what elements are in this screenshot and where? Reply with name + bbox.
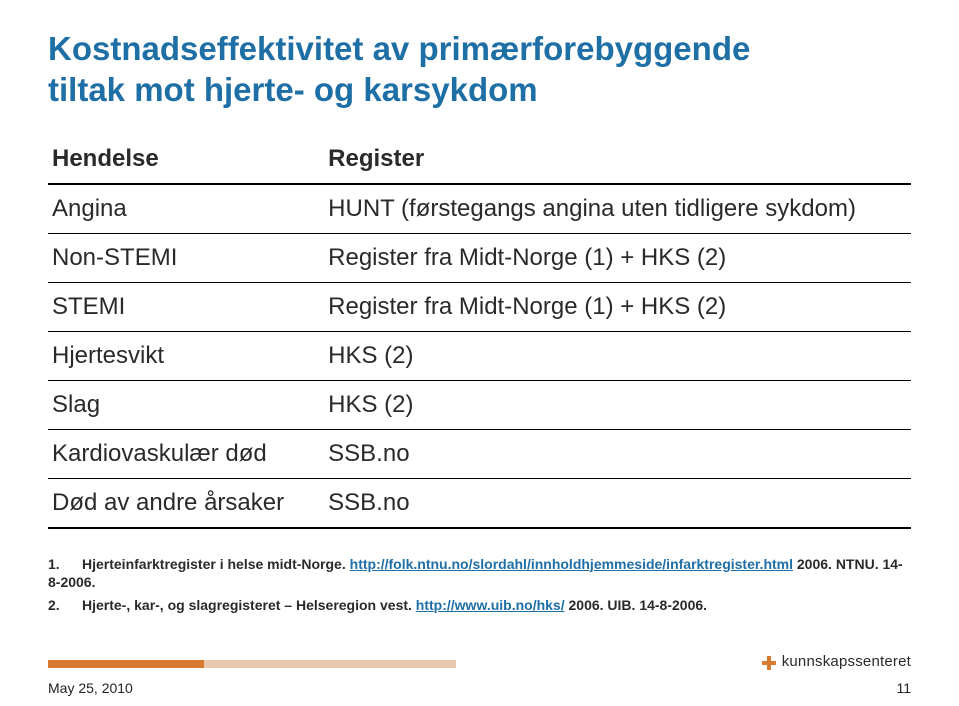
progress-bar: [48, 660, 456, 668]
reference-text-pre: Hjerte-, kar-, og slagregisteret – Helse…: [82, 597, 416, 613]
brand-name: kunnskapssenteret: [782, 653, 911, 670]
slide-title: Kostnadseffektivitet av primærforebyggen…: [48, 28, 911, 111]
reference-item: 1.Hjerteinfarktregister i helse midt-Nor…: [48, 555, 911, 593]
references-list: 1.Hjerteinfarktregister i helse midt-Nor…: [48, 555, 911, 616]
title-line-2: tiltak mot hjerte- og karsykdom: [48, 69, 911, 110]
footer: kunnskapssenteret May 25, 2010 11: [0, 656, 959, 706]
table-cell: Kardiovaskulær død: [48, 429, 324, 478]
reference-text-pre: Hjerteinfarktregister i helse midt-Norge…: [82, 556, 350, 572]
data-table: HendelseRegister AnginaHUNT (førstegangs…: [48, 139, 911, 529]
table-header-cell: Hendelse: [48, 139, 324, 184]
table-cell: Slag: [48, 380, 324, 429]
table-cell: Non-STEMI: [48, 233, 324, 282]
reference-item: 2.Hjerte-, kar-, og slagregisteret – Hel…: [48, 596, 911, 615]
table-cell: STEMI: [48, 282, 324, 331]
reference-link[interactable]: http://www.uib.no/hks/: [416, 597, 565, 613]
table-head: HendelseRegister: [48, 139, 911, 184]
table-cell: Angina: [48, 184, 324, 234]
table-cell: Hjertesvikt: [48, 331, 324, 380]
table-row: HjertesviktHKS (2): [48, 331, 911, 380]
table-row: Non-STEMIRegister fra Midt-Norge (1) + H…: [48, 233, 911, 282]
table-cell: HKS (2): [324, 380, 911, 429]
bar-segment: [453, 660, 456, 668]
page-number: 11: [896, 680, 911, 696]
reference-number: 1.: [48, 555, 82, 574]
table-cell: HKS (2): [324, 331, 911, 380]
reference-number: 2.: [48, 596, 82, 615]
table-cell: Register fra Midt-Norge (1) + HKS (2): [324, 233, 911, 282]
reference-text-post: 2006. UIB. 14-8-2006.: [565, 597, 707, 613]
table-cell: SSB.no: [324, 478, 911, 528]
table-cell: HUNT (førstegangs angina uten tidligere …: [324, 184, 911, 234]
table-row: Død av andre årsakerSSB.no: [48, 478, 911, 528]
table-row: STEMIRegister fra Midt-Norge (1) + HKS (…: [48, 282, 911, 331]
table-row: Kardiovaskulær dødSSB.no: [48, 429, 911, 478]
plus-icon: [762, 656, 776, 670]
table-cell: Død av andre årsaker: [48, 478, 324, 528]
table-row: SlagHKS (2): [48, 380, 911, 429]
reference-link[interactable]: http://folk.ntnu.no/slordahl/innholdhjem…: [350, 556, 793, 572]
table-header-cell: Register: [324, 139, 911, 184]
brand-logo: kunnskapssenteret: [762, 653, 911, 670]
table-cell: Register fra Midt-Norge (1) + HKS (2): [324, 282, 911, 331]
footer-date: May 25, 2010: [48, 680, 133, 696]
title-line-1: Kostnadseffektivitet av primærforebyggen…: [48, 28, 911, 69]
table-cell: SSB.no: [324, 429, 911, 478]
table-body: AnginaHUNT (førstegangs angina uten tidl…: [48, 184, 911, 528]
table-row: AnginaHUNT (førstegangs angina uten tidl…: [48, 184, 911, 234]
